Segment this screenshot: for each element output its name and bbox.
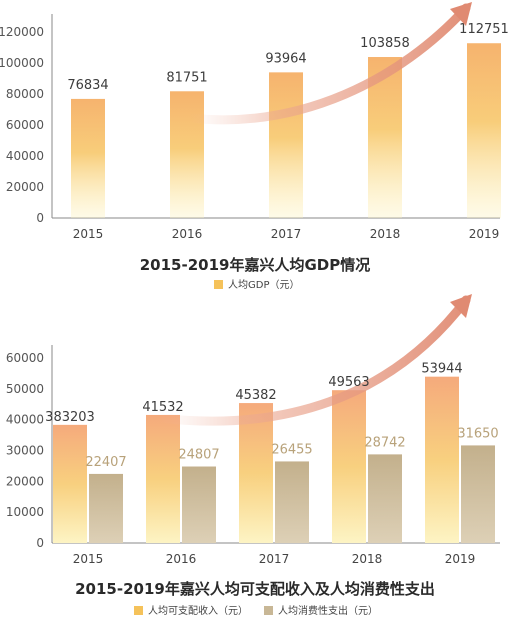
gdp-legend-swatch — [214, 280, 223, 289]
income-y-tick: 40000 — [6, 413, 44, 427]
income-value-labels: 383203 22407 41532 24807 45382 26455 49563 2874… — [45, 362, 499, 470]
income-chart-title: 2015-2019年嘉兴人均可支配收入及人均消费性支出 — [75, 580, 435, 598]
income-value-label: 53944 — [421, 362, 462, 377]
income-legend-swatch — [134, 606, 143, 615]
income-legend-label: 人均可支配收入（元） — [148, 604, 248, 617]
income-y-tick: 10000 — [6, 505, 44, 519]
income-y-ticks: 0 10000 20000 30000 40000 50000 60000 — [6, 351, 44, 550]
gdp-y-tick: 80000 — [6, 87, 44, 101]
gdp-legend: 人均GDP（元） — [214, 279, 299, 291]
gdp-trend-arrowhead — [450, 2, 472, 26]
gdp-bar — [71, 98, 105, 218]
expense-value-label: 24807 — [178, 448, 219, 463]
expense-legend-swatch — [264, 606, 273, 615]
income-bar — [332, 390, 366, 543]
expense-bar — [89, 473, 123, 543]
income-bar — [146, 414, 180, 543]
gdp-bar — [170, 91, 204, 218]
gdp-x-tick: 2016 — [172, 227, 203, 241]
income-x-tick: 2019 — [445, 552, 476, 566]
gdp-value-label: 81751 — [166, 70, 207, 85]
income-y-tick: 60000 — [6, 351, 44, 365]
income-expense-chart: 0 10000 20000 30000 40000 50000 60000 383203 22… — [6, 294, 500, 617]
expense-value-label: 22407 — [85, 455, 126, 470]
expense-value-label: 31650 — [457, 426, 498, 441]
income-bar — [53, 424, 87, 543]
income-trend-arrow — [155, 295, 471, 426]
income-value-label: 45382 — [235, 388, 276, 403]
income-x-tick: 2018 — [352, 552, 383, 566]
gdp-y-tick: 60000 — [6, 118, 44, 132]
income-value-label: 383203 — [45, 410, 95, 425]
income-x-tick: 2017 — [259, 552, 290, 566]
expense-value-label: 28742 — [364, 435, 405, 450]
income-y-tick: 0 — [36, 536, 44, 550]
gdp-y-tick: 100000 — [0, 56, 44, 70]
expense-legend-label: 人均消费性支出（元） — [278, 604, 378, 617]
gdp-y-tick: 40000 — [6, 149, 44, 163]
income-y-tick: 20000 — [6, 474, 44, 488]
income-y-tick: 30000 — [6, 444, 44, 458]
gdp-value-label: 103858 — [360, 36, 410, 51]
income-y-tick: 50000 — [6, 382, 44, 396]
gdp-y-ticks: 0 20000 40000 60000 80000 100000 120000 — [0, 25, 44, 225]
expense-bar — [182, 466, 216, 543]
income-value-label: 41532 — [142, 400, 183, 415]
gdp-x-tick: 2015 — [73, 227, 104, 241]
income-bars — [53, 376, 495, 543]
income-value-label: 49563 — [328, 375, 369, 390]
gdp-x-tick: 2019 — [469, 227, 500, 241]
income-bar — [425, 376, 459, 543]
gdp-chart: 0 20000 40000 60000 80000 100000 120000 76834 8… — [0, 2, 509, 291]
gdp-value-labels: 76834 81751 93964 103858 112751 — [67, 22, 509, 93]
gdp-chart-title: 2015-2019年嘉兴人均GDP情况 — [140, 256, 370, 274]
income-x-ticks: 2015 2016 2017 2018 2019 — [73, 552, 476, 566]
gdp-y-tick: 0 — [36, 211, 44, 225]
gdp-x-tick: 2018 — [370, 227, 401, 241]
income-bar — [239, 403, 273, 543]
gdp-value-label: 93964 — [265, 51, 306, 66]
gdp-trend-arrow — [185, 3, 471, 125]
income-x-tick: 2016 — [166, 552, 197, 566]
gdp-x-tick: 2017 — [271, 227, 302, 241]
expense-bar — [461, 445, 495, 543]
gdp-value-label: 76834 — [67, 78, 108, 93]
expense-bar — [275, 461, 309, 543]
gdp-value-label: 112751 — [459, 22, 509, 37]
income-x-tick: 2015 — [73, 552, 104, 566]
gdp-legend-label: 人均GDP（元） — [228, 279, 299, 291]
gdp-y-tick: 120000 — [0, 25, 44, 39]
expense-bar — [368, 454, 402, 543]
gdp-y-tick: 20000 — [6, 180, 44, 194]
gdp-bar — [269, 72, 303, 218]
income-legend: 人均可支配收入（元） 人均消费性支出（元） — [134, 604, 378, 617]
gdp-bars — [71, 43, 501, 219]
expense-value-label: 26455 — [271, 442, 312, 457]
income-trend-arrowhead — [450, 294, 472, 318]
gdp-bar — [467, 43, 501, 219]
gdp-x-ticks: 2015 2016 2017 2018 2019 — [73, 227, 500, 241]
